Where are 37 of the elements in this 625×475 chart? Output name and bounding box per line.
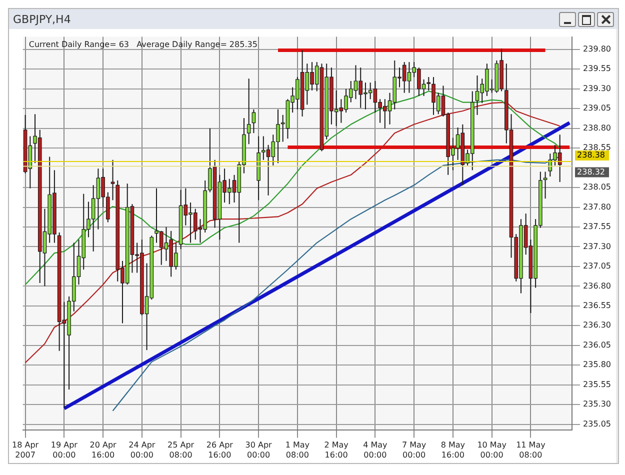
y-tick-label: 238.80 bbox=[583, 123, 612, 132]
y-tick-label: 239.55 bbox=[583, 64, 612, 74]
y-tick-label: 239.05 bbox=[583, 104, 612, 113]
y-tick-label: 236.05 bbox=[583, 340, 612, 350]
y-tick-label: 236.80 bbox=[583, 281, 612, 290]
y-tick-label: 237.05 bbox=[583, 262, 612, 271]
y-tick-label: 236.55 bbox=[583, 300, 612, 310]
x-tick-label: 20 Apr 16:00 bbox=[90, 440, 118, 460]
x-tick-label: 19 Apr 00:00 bbox=[50, 440, 78, 460]
y-tick-label: 237.80 bbox=[583, 202, 612, 212]
y-tick-label: 237.30 bbox=[583, 242, 612, 251]
ref-line-label: 238.38 bbox=[577, 150, 606, 160]
y-tick-label: 235.55 bbox=[583, 380, 612, 389]
x-tick-label: 25 Apr 08:00 bbox=[168, 440, 195, 460]
y-tick-label: 238.05 bbox=[583, 182, 612, 192]
y-tick-label: 235.30 bbox=[583, 400, 612, 409]
x-tick-label: 1 May 08:00 bbox=[285, 440, 310, 460]
annotation: Current Daily Range= 63 Average Daily Range= 285.35 bbox=[28, 40, 258, 49]
ref-line-label: 238.32 bbox=[577, 167, 606, 176]
y-tick-label: 236.30 bbox=[583, 320, 612, 330]
x-tick-label: 8 May 16:00 bbox=[440, 440, 466, 460]
x-tick-label: 18 Apr 2007 bbox=[12, 440, 40, 460]
x-tick-label: 30 Apr 00:00 bbox=[245, 440, 273, 460]
x-tick-label: 2 May 16:00 bbox=[324, 440, 349, 460]
y-tick-label: 239.80 bbox=[583, 44, 612, 54]
y-tick-label: 235.80 bbox=[583, 360, 612, 370]
y-tick-label: 237.55 bbox=[583, 222, 612, 232]
y-tick-label: 238.55 bbox=[583, 143, 612, 152]
y-tick-label: 239.30 bbox=[583, 84, 612, 93]
x-tick-label: 26 Apr 16:00 bbox=[206, 440, 234, 460]
x-tick-label: 11 May 08:00 bbox=[516, 440, 546, 460]
y-tick-label: 235.05 bbox=[583, 419, 612, 428]
x-tick-label: 4 May 00:00 bbox=[363, 440, 388, 460]
x-tick-label: 7 May 00:00 bbox=[402, 440, 426, 460]
chart-title: GBPJPY,H4 bbox=[13, 12, 71, 26]
x-tick-label: 24 Apr 00:00 bbox=[128, 440, 156, 460]
x-tick-label: 10 May 00:00 bbox=[477, 440, 507, 460]
